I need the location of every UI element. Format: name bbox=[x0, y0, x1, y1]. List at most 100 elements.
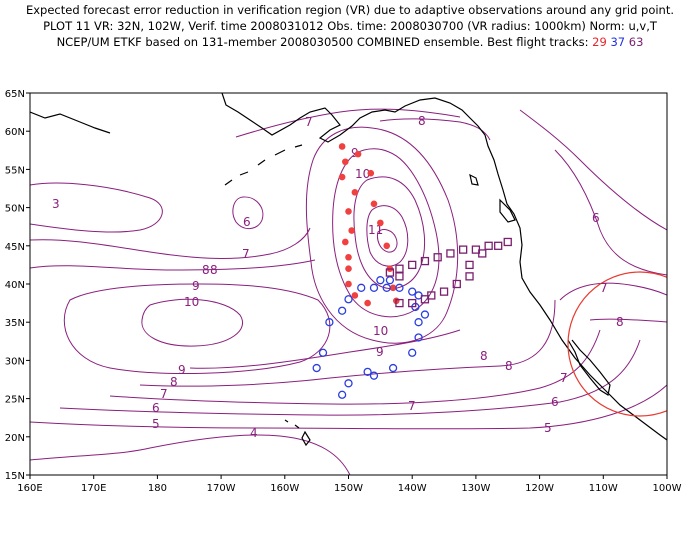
lon-tick-label: 140W bbox=[398, 483, 427, 494]
track-63-point bbox=[408, 260, 417, 270]
track-63-point bbox=[446, 249, 455, 258]
coastline bbox=[469, 173, 479, 186]
track-29-point bbox=[345, 265, 352, 273]
track-63-label: 63 bbox=[628, 35, 644, 49]
contour-label: 7 bbox=[160, 387, 168, 401]
contour-labels: 7 8 3 6 7 8 9 10 9 10 11 10 9 8 9 8 7 7 … bbox=[52, 114, 624, 440]
coastline bbox=[499, 198, 516, 223]
contour-label: 7 bbox=[408, 399, 416, 413]
lat-tick-label: 20N bbox=[5, 433, 25, 444]
contour-line bbox=[30, 227, 311, 259]
track-29-point bbox=[348, 227, 355, 234]
contour-label: 9 bbox=[351, 146, 359, 160]
track-63-point bbox=[478, 249, 487, 258]
track-37-point bbox=[312, 363, 321, 373]
lon-tick-label: 160E bbox=[17, 483, 42, 494]
contour-label: 9 bbox=[192, 279, 200, 293]
contour-label: 7 bbox=[560, 371, 568, 385]
track-63-point bbox=[385, 268, 395, 277]
track-63-point bbox=[420, 295, 430, 304]
track-37-point bbox=[357, 283, 366, 292]
lat-tick-label: 45N bbox=[5, 242, 25, 253]
contour-label: 6 bbox=[592, 211, 600, 225]
track-63-point bbox=[420, 256, 430, 266]
coastline bbox=[221, 93, 667, 441]
figure-title: Expected forecast error reduction in ver… bbox=[0, 2, 700, 50]
track-37-point bbox=[369, 371, 379, 380]
title-line-3-text: NCEP/UM ETKF based on 131-member 2008030… bbox=[56, 35, 589, 49]
contour-line bbox=[377, 229, 398, 253]
contour-line bbox=[30, 384, 667, 430]
contour-label: 8 bbox=[418, 114, 426, 128]
coastlines bbox=[30, 93, 667, 447]
title-line-3: NCEP/UM ETKF based on 131-member 2008030… bbox=[0, 34, 700, 50]
lat-tick-label: 30N bbox=[5, 356, 25, 367]
contour-line bbox=[139, 299, 556, 387]
track-37-point bbox=[382, 283, 391, 292]
coastline bbox=[224, 144, 303, 186]
coastline bbox=[567, 339, 611, 396]
track-37-point bbox=[395, 283, 404, 292]
track-29-label: 29 bbox=[592, 35, 607, 49]
lon-tick-label: 180 bbox=[148, 483, 167, 494]
contour-line bbox=[189, 329, 461, 369]
lon-tick-label: 150W bbox=[334, 483, 363, 494]
contour-label: 11 bbox=[368, 223, 383, 237]
lat-tick-label: 50N bbox=[5, 204, 25, 215]
contour-lines bbox=[30, 108, 667, 475]
track-29-point bbox=[345, 253, 352, 261]
contour-line bbox=[305, 126, 459, 344]
flight-tracks bbox=[312, 143, 512, 399]
track-37-point bbox=[414, 318, 423, 327]
track-37-point bbox=[420, 310, 430, 319]
track-63-point bbox=[439, 287, 449, 296]
contour-label: 3 bbox=[52, 197, 60, 211]
lat-tick-label: 35N bbox=[5, 318, 25, 329]
contour-line bbox=[59, 339, 641, 416]
track-63-point bbox=[433, 253, 442, 262]
contour-line bbox=[63, 283, 331, 375]
title-line-1: Expected forecast error reduction in ver… bbox=[25, 3, 675, 17]
track-63-point bbox=[494, 241, 503, 250]
contour-label: 6 bbox=[152, 401, 160, 415]
contour-label: 4 bbox=[250, 426, 258, 440]
lat-tick-label: 55N bbox=[5, 165, 25, 176]
contour-label: 10 bbox=[373, 324, 388, 338]
verification-region-circle bbox=[567, 271, 667, 417]
contour-label: 7 bbox=[242, 247, 250, 261]
lon-tick-label: 130W bbox=[461, 483, 490, 494]
track-37-point bbox=[363, 367, 372, 377]
track-37-point bbox=[318, 348, 328, 357]
track-29-point bbox=[367, 169, 375, 177]
contour-label: 10 bbox=[355, 167, 370, 181]
contour-label: 7 bbox=[600, 281, 608, 295]
map-axes: 160E 170E 180 170W 160W 150W 140W 130W 120W 110W 1… bbox=[5, 89, 682, 494]
contour-line bbox=[30, 259, 316, 271]
track-29-point bbox=[351, 189, 359, 196]
lat-tick-label: 40N bbox=[5, 280, 25, 291]
track-63-point bbox=[465, 260, 474, 270]
contour-line bbox=[379, 118, 491, 141]
lat-tick-label: 65N bbox=[5, 89, 25, 100]
contour-label: 8 bbox=[170, 375, 178, 389]
track-37-label: 37 bbox=[610, 35, 626, 49]
track-29-point bbox=[377, 219, 384, 227]
track-29-point bbox=[338, 173, 346, 181]
track-29-point bbox=[338, 143, 346, 150]
contour-line bbox=[554, 149, 667, 276]
track-29-point bbox=[370, 200, 378, 208]
lat-tick-label: 15N bbox=[5, 471, 25, 482]
contour-label: 8 bbox=[210, 263, 218, 277]
title-line-2: PLOT 11 VR: 32N, 102W, Verif. time 20080… bbox=[43, 19, 657, 33]
track-63-point bbox=[465, 272, 474, 281]
coastline bbox=[284, 419, 311, 447]
contour-line bbox=[366, 205, 409, 267]
track-29-point bbox=[364, 299, 371, 307]
lon-tick-label: 120W bbox=[525, 483, 554, 494]
track-63-point bbox=[395, 264, 404, 273]
contour-line bbox=[30, 182, 163, 233]
contour-label: 8 bbox=[616, 315, 624, 329]
track-37-point bbox=[369, 283, 379, 292]
track-29-point bbox=[351, 292, 359, 299]
